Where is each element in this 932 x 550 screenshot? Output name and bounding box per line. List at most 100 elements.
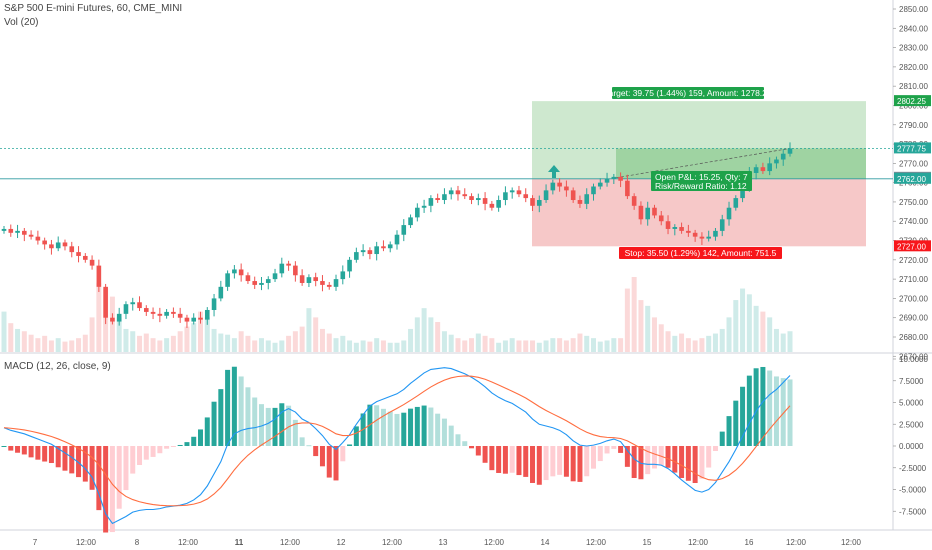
price-axis[interactable]: 2850.002840.002830.002820.002810.002800.…	[893, 5, 931, 361]
candle-body	[293, 265, 298, 276]
target-label[interactable]: Target: 39.75 (1.44%) 159, Amount: 1278.…	[604, 87, 772, 99]
macd-histogram-bar	[421, 405, 427, 446]
macd-tick-label: -7.5000	[899, 507, 927, 516]
candle-body	[150, 311, 156, 314]
macd-histogram-bar	[48, 446, 54, 464]
volume-bar	[753, 305, 759, 352]
candle-body	[354, 252, 359, 260]
volume-bar	[760, 311, 766, 352]
price-tick-label: 2840.00	[899, 24, 928, 33]
volume-bar	[767, 317, 773, 352]
macd-histogram-bar	[780, 378, 786, 446]
candle-body	[320, 281, 325, 285]
volume-bar	[191, 323, 197, 352]
volume-bar	[475, 333, 481, 352]
macd-histogram-bar	[767, 370, 773, 446]
volume-bar	[401, 340, 407, 352]
macd-histogram-bar	[787, 379, 793, 446]
symbol-legend[interactable]: S&P 500 E-mini Futures, 60, CME_MINI	[4, 3, 183, 14]
time-label: 12:00	[786, 538, 807, 547]
macd-histogram-bar	[89, 446, 95, 490]
volume-bar	[218, 333, 224, 352]
volume-legend[interactable]: Vol (20)	[4, 17, 39, 28]
profit-zone[interactable]	[532, 101, 866, 179]
target-label-text: Target: 39.75 (1.44%) 159, Amount: 1278.…	[604, 88, 772, 98]
macd-histogram-bar	[428, 407, 434, 446]
volume-bar	[441, 331, 447, 352]
volume-bar	[780, 333, 786, 352]
macd-histogram-bar	[198, 429, 203, 446]
volume-bar	[130, 331, 136, 352]
volume-bar	[326, 333, 332, 352]
candle-body	[638, 205, 644, 220]
time-label: 12:00	[688, 538, 709, 547]
candle-body	[360, 250, 366, 253]
volume-bar	[35, 338, 41, 352]
volume-bar	[62, 341, 68, 352]
candle-body	[272, 273, 278, 280]
macd-histogram-bar	[69, 446, 75, 474]
position-labels[interactable]: Target: 39.75 (1.44%) 159, Amount: 1278.…	[604, 87, 782, 259]
volume-bar	[8, 323, 14, 352]
candle-body	[448, 190, 454, 195]
time-label: 12:00	[178, 538, 199, 547]
macd-histogram-bar	[475, 446, 481, 456]
volume-bar	[211, 328, 217, 352]
volume-bar	[631, 277, 637, 352]
volume-bar	[665, 331, 671, 352]
macd-legend[interactable]: MACD (12, 26, close, 9)	[4, 361, 111, 372]
macd-histogram-bar	[530, 446, 536, 483]
candle-body	[299, 275, 305, 283]
macd-histogram-bar	[591, 446, 596, 469]
macd-histogram-bar	[435, 413, 441, 446]
volume-bar	[164, 338, 170, 352]
price-tag[interactable]: 2727.00	[894, 240, 931, 252]
candle-body	[489, 203, 495, 208]
volume-bar	[123, 328, 129, 352]
price-tag[interactable]: 2802.25	[894, 95, 931, 107]
price-tag-bg	[894, 172, 931, 184]
volume-bar	[96, 282, 102, 352]
candle-body	[611, 176, 617, 179]
volume-bar	[645, 305, 651, 352]
stop-label[interactable]: Stop: 35.50 (1.29%) 142, Amount: 751.5	[619, 247, 782, 259]
volume-bar	[82, 334, 88, 352]
volume-bar	[15, 328, 21, 352]
macd-histogram-bar	[184, 442, 190, 446]
macd-histogram-bar	[1, 446, 7, 447]
volume-bar	[679, 333, 685, 352]
macd-histogram-bar	[286, 405, 292, 446]
volume-bar	[482, 335, 488, 352]
volume-bar	[557, 338, 563, 352]
price-tag[interactable]: 2777.75	[894, 142, 931, 154]
open-pnl-text: Open P&L: 15.25, Qty: 7	[655, 172, 748, 182]
macd-histogram-bar	[563, 446, 569, 477]
volume-bar	[604, 340, 610, 352]
candle-body	[482, 198, 488, 204]
candle-body	[760, 167, 766, 172]
macd-axis[interactable]: 10.0000 7.5000 5.0000 2.5000 0.0000 -2.5000 -5…	[893, 355, 928, 516]
candle-body	[408, 217, 413, 226]
volume-bar	[374, 338, 380, 352]
candle-body	[557, 182, 562, 187]
macd-histogram-bar	[164, 446, 170, 449]
volume-bars	[1, 277, 793, 352]
time-axis[interactable]: 7 12:00 8 12:00 11 12:00 12 12:00 13 12:00 14 12:00…	[33, 538, 862, 547]
time-label: 15	[643, 538, 652, 547]
candle-body	[381, 246, 386, 249]
macd-histogram-bar	[631, 446, 637, 478]
macd-line	[3, 367, 791, 525]
signal-line	[3, 375, 791, 507]
volume-bar	[591, 338, 596, 352]
price-tag[interactable]: 2762.00	[894, 172, 931, 184]
candle-body	[774, 159, 779, 164]
volume-bar	[245, 335, 251, 352]
candle-body	[191, 317, 197, 322]
macd-histogram-bar	[489, 446, 495, 471]
macd-histogram-bar	[740, 386, 746, 446]
stop-label-text: Stop: 35.50 (1.29%) 142, Amount: 751.5	[625, 248, 777, 258]
price-tick-label: 2810.00	[899, 82, 928, 91]
time-label: 14	[541, 538, 550, 547]
